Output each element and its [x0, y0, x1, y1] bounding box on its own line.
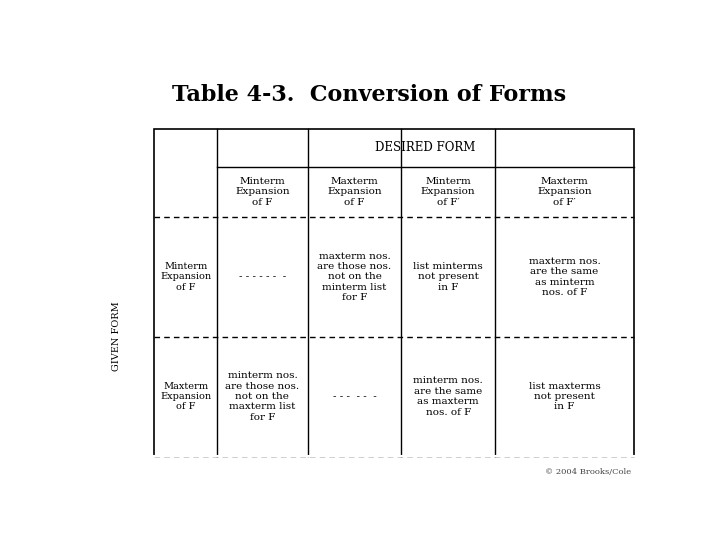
Text: minterm nos.
are those nos.
not on the
maxterm list
for F: minterm nos. are those nos. not on the m…	[225, 371, 300, 422]
Text: DESIRED FORM: DESIRED FORM	[375, 141, 476, 154]
Text: Maxterm
Expansion
of F: Maxterm Expansion of F	[327, 177, 382, 206]
Text: Minterm
Expansion
of F: Minterm Expansion of F	[235, 177, 289, 206]
Text: Minterm
Expansion
of F′: Minterm Expansion of F′	[421, 177, 475, 206]
Text: maxterm nos.
are those nos.
not on the
minterm list
for F: maxterm nos. are those nos. not on the m…	[318, 252, 392, 302]
Text: Maxterm
Expansion
of F: Maxterm Expansion of F	[160, 381, 211, 411]
Text: Table 4-3.  Conversion of Forms: Table 4-3. Conversion of Forms	[172, 84, 566, 105]
Text: - - -  - -  -: - - - - - -	[333, 392, 377, 401]
Text: Minterm
Expansion
of F: Minterm Expansion of F	[160, 262, 211, 292]
Text: maxterm nos.
are the same
as minterm
nos. of F: maxterm nos. are the same as minterm nos…	[528, 256, 600, 297]
Text: list minterms
not present
in F: list minterms not present in F	[413, 262, 483, 292]
Text: © 2004 Brooks/Cole: © 2004 Brooks/Cole	[545, 468, 631, 476]
Text: - - - - - -  -: - - - - - - -	[239, 272, 286, 281]
Text: Maxterm
Expansion
of F′: Maxterm Expansion of F′	[537, 177, 592, 206]
Text: list maxterms
not present
in F: list maxterms not present in F	[528, 381, 600, 411]
Text: minterm nos.
are the same
as maxterm
nos. of F: minterm nos. are the same as maxterm nos…	[413, 376, 483, 416]
Text: GIVEN FORM: GIVEN FORM	[112, 301, 121, 371]
